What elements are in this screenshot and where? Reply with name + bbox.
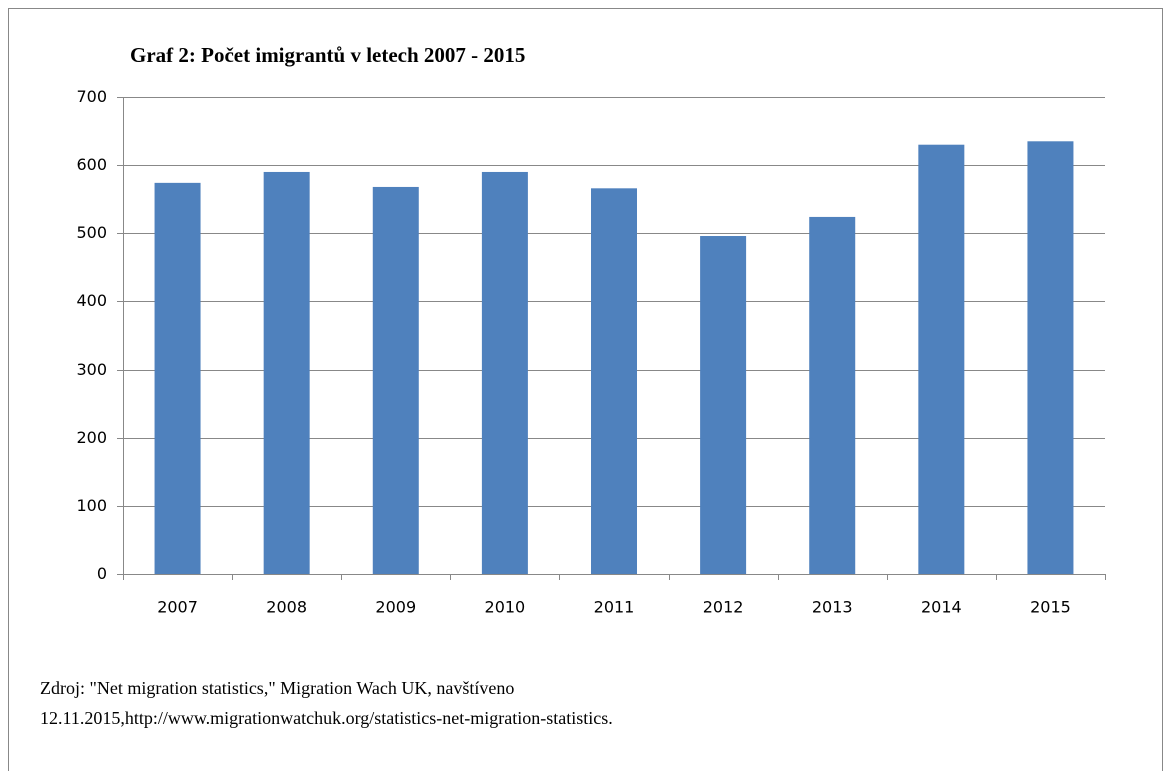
y-tick-label: 500 [76,223,107,242]
x-tick-label: 2013 [812,598,853,617]
bar [372,186,419,574]
x-tick-label: 2014 [921,598,962,617]
y-tick-label: 0 [97,564,107,583]
y-tick-label: 200 [76,428,107,447]
bar [1027,141,1074,575]
y-tick-label: 700 [76,87,107,106]
y-tick-label: 600 [76,155,107,174]
bar [154,182,201,575]
x-tick-label: 2009 [375,598,416,617]
x-tick-label: 2008 [266,598,307,617]
x-tick-label: 2007 [157,598,198,617]
bar [591,188,637,574]
frame [8,8,1163,771]
bar [481,171,528,574]
y-tick-label: 300 [76,360,107,379]
bar [918,144,965,574]
bar [809,216,856,574]
x-tick-label: 2015 [1030,598,1071,617]
x-tick-label: 2010 [485,598,526,617]
bar [263,171,310,574]
source-line: 12.11.2015,http://www.migrationwatchuk.o… [40,708,613,728]
y-tick-label: 400 [76,291,107,310]
bar [700,236,747,575]
source-line: Zdroj: "Net migration statistics," Migra… [40,678,514,698]
x-tick-label: 2011 [594,598,635,617]
x-tick-label: 2012 [703,598,744,617]
y-tick-label: 100 [76,496,107,515]
chart-title: Graf 2: Počet imigrantů v letech 2007 - … [130,43,525,67]
